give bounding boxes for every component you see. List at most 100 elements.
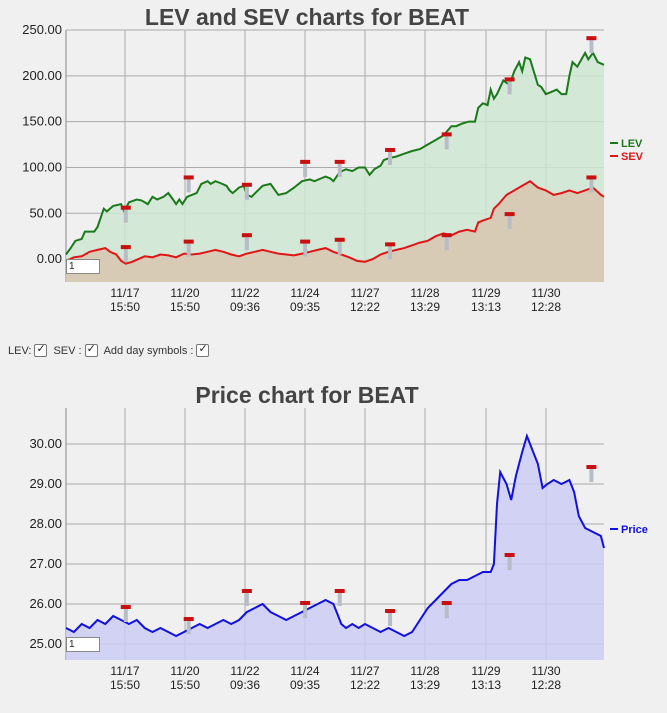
day-symbol [504,77,515,95]
day-symbol [441,132,452,150]
chart-controls: LEV: SEV : Add day symbols : [8,342,215,357]
day-symbol [385,609,396,626]
day-symbol [241,233,252,251]
x-tick-label: 12:22 [350,300,380,314]
x-tick-label: 11/24 [290,286,319,300]
y-tick-label: 50.00 [29,205,62,220]
day-symbol [120,245,131,263]
x-tick-label: 09:36 [230,678,260,692]
day-symbol [586,36,597,54]
x-tick-label: 11/27 [350,286,379,300]
day-symbol [334,589,345,606]
y-tick-label: 0.00 [37,251,62,266]
day-symbol [385,242,396,260]
x-tick-label: 12:28 [531,678,561,692]
x-tick-label: 11/22 [230,664,259,678]
grid [65,408,604,660]
series-line-price [65,432,605,638]
x-tick-label: 11/29 [471,286,500,300]
x-tick-label: 11/24 [290,664,319,678]
y-tick-label: 250.00 [22,22,62,37]
series-line-lev [65,50,605,256]
day-symbol [120,205,131,223]
day-symbol [300,159,311,177]
x-tick-label: 11/28 [410,286,439,300]
series-lines [65,432,605,638]
day-symbol [441,601,452,618]
day-symbol [334,237,345,255]
day-symbol [300,601,311,618]
day-symbol [504,553,515,570]
zoom-input-lev[interactable]: 1 [66,259,100,274]
y-tick-labels: 25.00 26.00 27.00 28.00 29.00 30.00 [29,436,62,651]
x-tick-label: 11/20 [170,286,199,300]
zoom-input-price[interactable]: 1 [66,637,100,652]
day-symbol [241,589,252,606]
series-areas [66,52,604,283]
legend-label: Price [621,524,648,536]
x-tick-label: 11/30 [531,664,560,678]
legend-label: SEV [621,151,644,163]
day-symbols-checkbox[interactable] [196,342,210,357]
x-tick-labels: 11/1715:5011/2015:5011/2209:3611/2409:35… [110,664,561,692]
day-symbol [586,465,597,482]
y-tick-label: 30.00 [29,436,62,451]
y-tick-labels: 0.00 50.00 100.00 150.00 200.00 250.00 [22,22,62,266]
x-tick-label: 13:29 [410,678,440,692]
chart-title: Price chart for BEAT [195,382,418,408]
x-tick-label: 13:29 [410,300,440,314]
x-tick-label: 09:35 [290,678,320,692]
day-symbol [183,617,194,634]
y-tick-label: 29.00 [29,476,62,491]
x-tick-label: 11/27 [350,664,379,678]
x-tick-label: 09:35 [290,300,320,314]
series-lines [65,50,605,265]
y-tick-label: 25.00 [29,636,62,651]
x-tick-label: 09:36 [230,300,260,314]
y-tick-label: 28.00 [29,516,62,531]
day-symbol [183,239,194,257]
lev-toggle-label: LEV: [8,344,32,357]
lev-sev-chart: LEV and SEV charts for BEAT 0.00 50.00 100… [22,4,644,314]
day-symbol [241,182,252,200]
legend: Price [610,524,648,536]
y-tick-label: 150.00 [22,114,62,129]
day-symbols-label: Add day symbols : [103,344,194,357]
x-tick-label: 13:13 [471,300,501,314]
day-symbol [385,147,396,165]
series-area-lev [66,52,604,283]
x-tick-label: 15:50 [110,678,140,692]
series-area-sev [66,181,604,282]
day-symbol [183,175,194,193]
x-tick-label: 11/22 [230,286,259,300]
x-tick-label: 11/20 [170,664,199,678]
sev-checkbox[interactable] [84,342,98,357]
y-tick-label: 26.00 [29,596,62,611]
day-symbols [120,465,597,634]
day-symbol [441,233,452,251]
lev-checkbox[interactable] [34,342,48,357]
day-symbol [334,159,345,177]
chart-title: LEV and SEV charts for BEAT [145,4,469,30]
x-tick-label: 11/30 [531,286,560,300]
sev-toggle-label: SEV : [53,344,82,357]
day-symbols [120,36,597,263]
x-tick-labels: 11/1715:5011/2015:5011/2209:3611/2409:35… [110,286,561,314]
legend-label: LEV [621,138,643,150]
y-tick-label: 100.00 [22,159,62,174]
x-tick-label: 11/17 [110,286,139,300]
day-symbol [120,605,131,622]
y-tick-label: 27.00 [29,556,62,571]
x-tick-label: 15:50 [170,300,200,314]
x-tick-label: 11/17 [110,664,139,678]
x-tick-label: 13:13 [471,678,501,692]
day-symbol [504,212,515,230]
x-tick-label: 11/28 [410,664,439,678]
x-tick-label: 15:50 [170,678,200,692]
series-area-price [66,436,604,660]
x-tick-label: 12:28 [531,300,561,314]
x-tick-label: 15:50 [110,300,140,314]
x-tick-label: 11/29 [471,664,500,678]
series-areas [66,436,604,660]
